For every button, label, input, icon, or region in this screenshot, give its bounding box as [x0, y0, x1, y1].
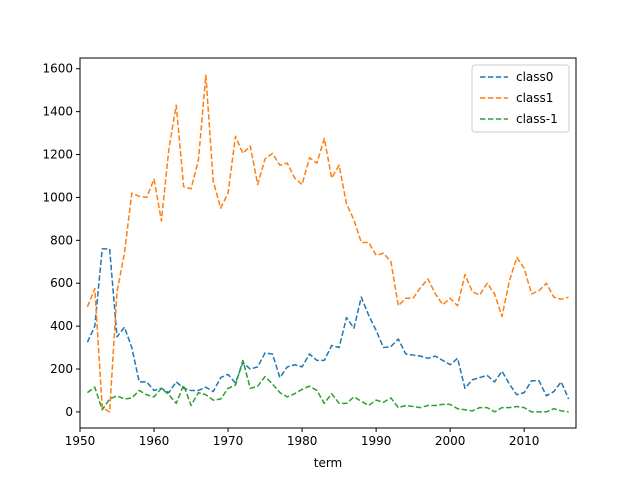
y-tick-label: 800: [50, 233, 73, 247]
legend-label-class0: class0: [516, 70, 553, 84]
y-tick-label: 400: [50, 319, 73, 333]
x-tick-label: 1990: [361, 434, 392, 448]
plot-frame: [79, 57, 577, 429]
x-axis-title: term: [314, 456, 343, 470]
y-tick-label: 1600: [42, 62, 73, 76]
y-tick-label: 1400: [42, 105, 73, 119]
series-line-class0: [86, 248, 570, 400]
y-axis: 0 200 400 600 800 1000 1200 1400 1600: [42, 62, 80, 419]
x-tick-label: 1970: [213, 434, 244, 448]
plot-area: [86, 74, 570, 413]
y-tick-label: 1000: [42, 190, 73, 204]
x-tick-label: 2010: [509, 434, 540, 448]
y-tick-label: 600: [50, 276, 73, 290]
y-tick-label: 0: [65, 405, 73, 419]
legend: class0 class1 class-1: [471, 64, 570, 133]
y-tick-label: 200: [50, 362, 73, 376]
legend-label-class1: class1: [516, 91, 553, 105]
x-tick-label: 1950: [65, 434, 96, 448]
x-tick-label: 1960: [139, 434, 170, 448]
x-tick-label: 1980: [287, 434, 318, 448]
x-tick-label: 2000: [435, 434, 466, 448]
series-line-class-1: [86, 359, 569, 413]
series-line-class1: [86, 74, 569, 413]
legend-label-class-1: class-1: [516, 112, 558, 126]
x-axis: 1950 1960 1970 1980 1990 2000 2010: [65, 428, 540, 448]
y-tick-label: 1200: [42, 148, 73, 162]
legend-box: [471, 64, 570, 133]
